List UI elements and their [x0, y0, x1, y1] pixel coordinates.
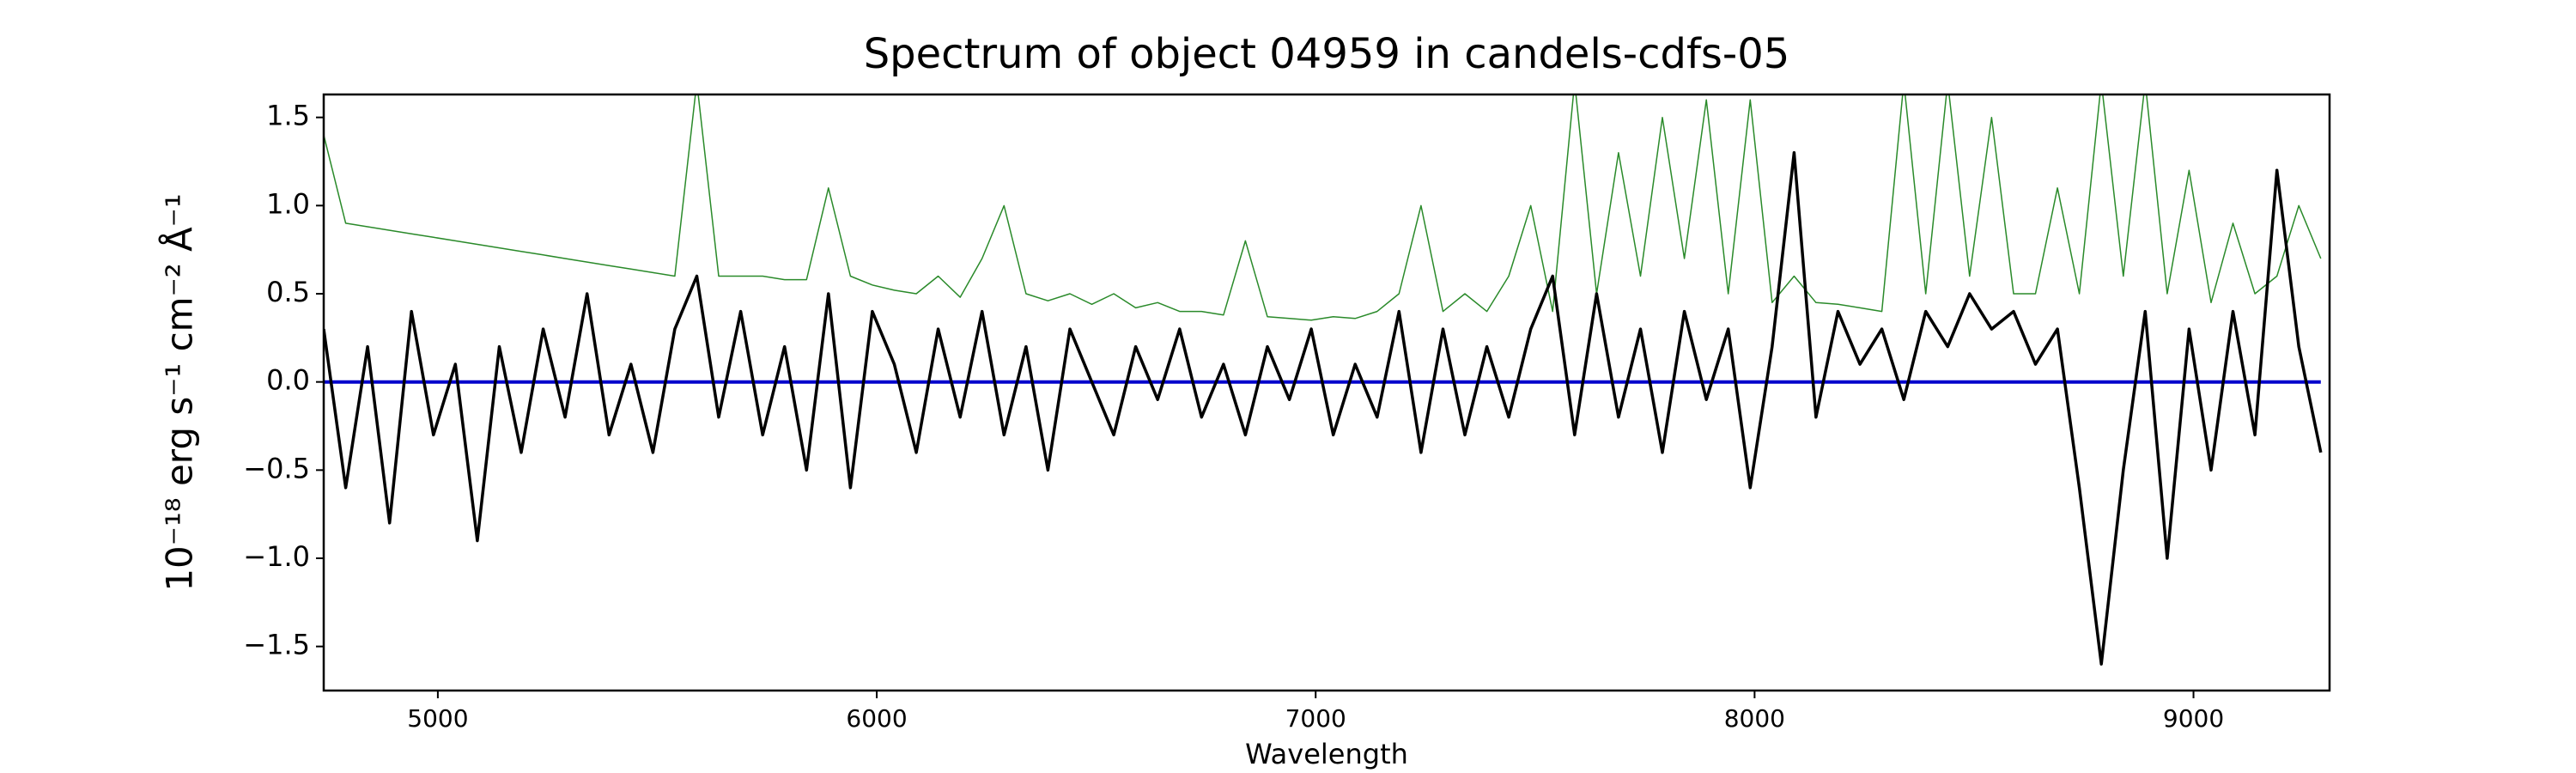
y-tick-label: 1.0 — [266, 187, 310, 220]
y-tick-label: −0.5 — [243, 452, 310, 484]
x-tick-label: 7000 — [1285, 704, 1346, 733]
chart-title: Spectrum of object 04959 in candels-cdfs… — [864, 30, 1790, 78]
x-tick-label: 9000 — [2163, 704, 2224, 733]
axes-frame — [322, 93, 2331, 692]
y-axis-label: 10⁻¹⁸ erg s⁻¹ cm⁻² Å⁻¹ — [158, 193, 201, 591]
spectrum-line — [324, 94, 2322, 321]
spectrum-line — [324, 151, 2323, 666]
y-tick-label: 0.5 — [266, 276, 310, 308]
x-axis-label: Wavelength — [1245, 738, 1408, 770]
x-tick-label: 5000 — [407, 704, 468, 733]
y-tick-label: 1.5 — [266, 100, 310, 132]
y-tick-label: 0.0 — [266, 364, 310, 397]
x-tick-label: 8000 — [1724, 704, 1785, 733]
plot-area — [324, 94, 2323, 666]
y-tick-label: −1.5 — [243, 629, 310, 661]
x-tick-label: 6000 — [846, 704, 907, 733]
y-tick-label: −1.0 — [243, 540, 310, 573]
